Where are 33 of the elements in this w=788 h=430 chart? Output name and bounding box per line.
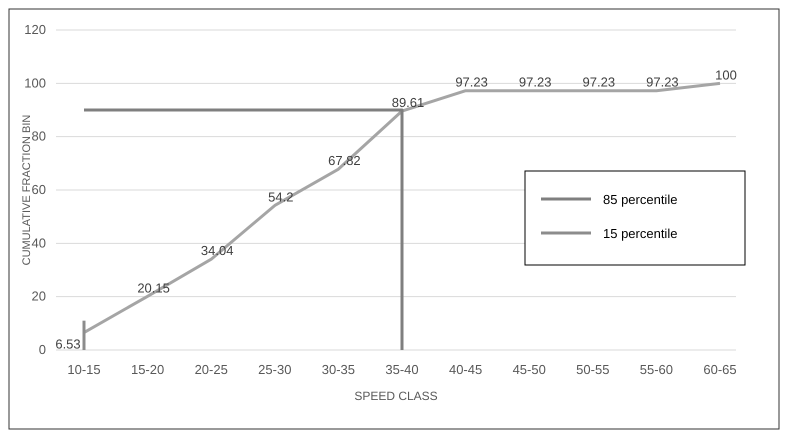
x-tick-label: 15-20 (130, 362, 164, 377)
x-axis-title: SPEED CLASS (354, 389, 438, 403)
data-label: 54.2 (268, 189, 294, 204)
x-tick-label: 35-40 (385, 362, 419, 377)
data-label: 67.82 (328, 153, 361, 168)
x-tick-label: 40-45 (448, 362, 482, 377)
x-tick-label: 25-30 (258, 362, 292, 377)
data-label: 89.61 (392, 95, 424, 110)
x-tick-label: 10-15 (67, 362, 101, 377)
x-tick-label: 30-35 (322, 362, 356, 377)
y-tick-label: 120 (24, 22, 46, 37)
x-tick-label: 55-60 (640, 362, 674, 377)
x-tick-label: 60-65 (703, 362, 737, 377)
x-tick-label: 20-25 (194, 362, 228, 377)
y-axis-title: CUMULATIVE FRACTION BIN (21, 114, 33, 266)
data-label: 97.23 (582, 74, 616, 90)
legend-label: 15 percentile (603, 226, 678, 241)
y-tick-label: 80 (32, 128, 46, 144)
data-label: 97.23 (455, 74, 488, 90)
y-tick-label: 40 (32, 235, 46, 250)
y-tick-label: 100 (24, 75, 46, 90)
x-tick-label: 50-55 (576, 362, 610, 377)
data-label: 100 (715, 67, 737, 82)
legend-label: 85 percentile (603, 192, 678, 207)
data-label: 34.04 (200, 243, 234, 258)
data-label: 97.23 (646, 74, 679, 90)
y-tick-label: 60 (32, 182, 46, 197)
data-label: 97.23 (518, 74, 552, 90)
data-label: 20.15 (137, 280, 170, 296)
y-tick-label: 0 (38, 342, 46, 357)
y-tick-label: 20 (32, 288, 46, 304)
data-label: 6.53 (55, 336, 81, 352)
x-tick-label: 45-50 (512, 362, 546, 377)
